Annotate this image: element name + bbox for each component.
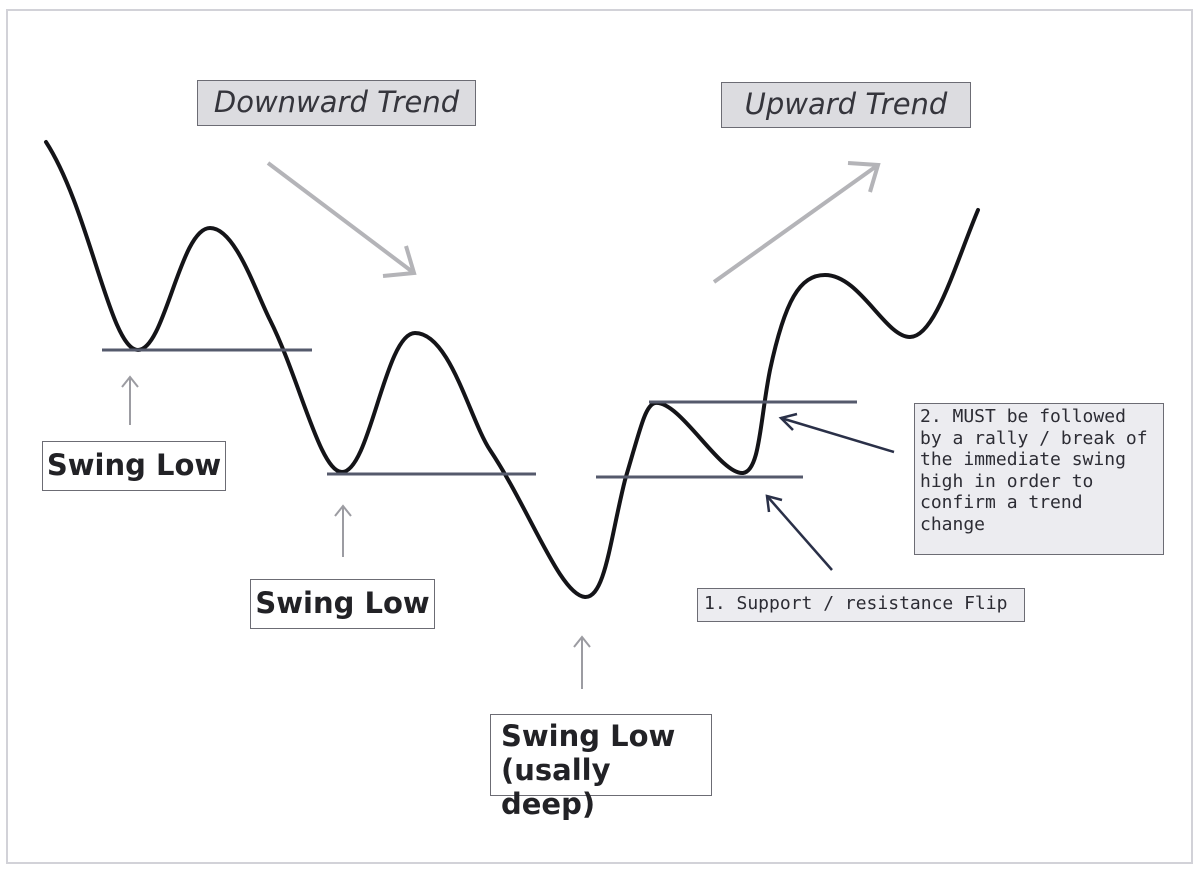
note-line: change — [920, 513, 986, 535]
diagonal-arrow-up-right-icon — [712, 161, 881, 284]
downward-trend-label: Downward Trend — [197, 80, 476, 126]
upward-trend-label: Upward Trend — [721, 82, 971, 128]
swing-low-label-2: Swing Low — [250, 579, 435, 629]
arrow-up-left-icon — [778, 412, 895, 454]
price-line — [44, 140, 980, 600]
note-line: confirm a trend — [920, 492, 1083, 513]
note-line: 2. MUST be followed — [920, 406, 1126, 427]
swing-low-label-1: Swing Low — [42, 441, 226, 491]
arrow-up-icon — [573, 635, 591, 689]
arrow-up-icon — [334, 504, 352, 557]
note-line: by a rally / break of — [920, 427, 1148, 449]
diagonal-arrow-down-right-icon — [266, 161, 417, 278]
trend-confirmation-note: 2. MUST be followed by a rally / break o… — [914, 403, 1164, 555]
note-line: the immediate swing — [920, 449, 1126, 470]
note-line: high in order to — [920, 470, 1094, 492]
arrow-up-left-icon — [765, 494, 833, 571]
arrow-up-icon — [121, 375, 139, 425]
swing-low-deep-line-2: (usally deep) — [501, 753, 611, 821]
swing-low-deep-line-1: Swing Low — [501, 719, 676, 753]
support-resistance-flip-note: 1. Support / resistance Flip — [697, 588, 1025, 622]
swing-low-label-deep: Swing Low (usally deep) — [490, 714, 712, 821]
